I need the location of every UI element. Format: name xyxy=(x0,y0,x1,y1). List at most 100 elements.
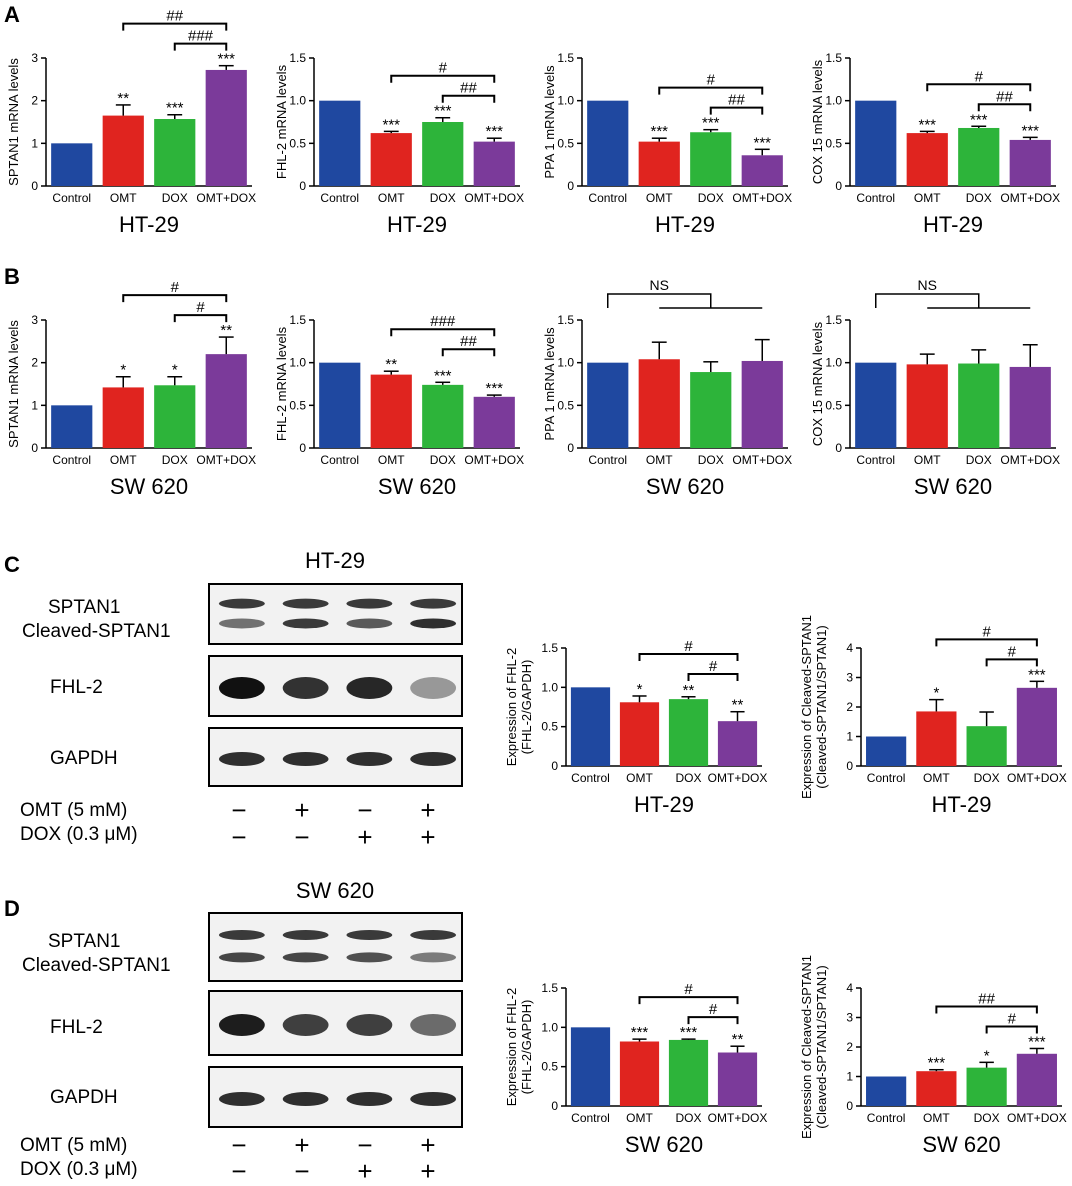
bar-dox xyxy=(422,384,464,448)
bar-dox xyxy=(154,385,196,448)
significance-label: *** xyxy=(970,111,988,128)
y-tick-label: 1 xyxy=(31,136,38,150)
bar-omt xyxy=(619,702,660,766)
bracket-label: # xyxy=(975,68,984,85)
bar-control xyxy=(570,1027,611,1106)
blot-membrane-sptan1 xyxy=(208,583,463,645)
bar-omt xyxy=(916,1071,957,1106)
treatment-label-dox: DOX (0.3 μM) xyxy=(20,1159,138,1180)
blot-row-label-cleaved: Cleaved-SPTAN1 xyxy=(22,621,171,642)
x-tick-label: Control xyxy=(588,191,627,205)
bracket-label: ## xyxy=(460,80,477,97)
significance-label: *** xyxy=(166,100,184,117)
band-cleaved-sptan1 xyxy=(282,952,329,963)
chart-c-fhl2: 0 0.5 1.0 1.5 Expression of FHL-2 (FHL-2/GAPD… xyxy=(504,638,767,817)
band-cleaved-sptan1 xyxy=(346,952,393,963)
x-tick-label: DOX xyxy=(698,191,724,205)
band-gapdh xyxy=(218,1092,265,1106)
sign-dox-2: − xyxy=(294,822,310,852)
x-tick-label: OMT xyxy=(923,771,950,785)
band-cleaved-sptan1 xyxy=(218,618,265,629)
blot-membrane-gapdh xyxy=(208,1066,463,1128)
bracket-label: # xyxy=(1008,1010,1017,1027)
band-gapdh xyxy=(410,1092,457,1106)
y-axis-label: COX 15 mRNA levels xyxy=(810,321,825,446)
bracket-label: # xyxy=(982,623,991,640)
y-axis-label: Expression of FHL-2 xyxy=(504,648,519,767)
y-tick-label: 0.5 xyxy=(825,136,842,150)
bar-control xyxy=(866,1076,907,1106)
x-tick-label: DOX xyxy=(966,191,992,205)
y-tick-label: 0 xyxy=(846,1099,853,1113)
x-tick-label: OMT xyxy=(110,453,137,467)
bar-omt xyxy=(906,133,948,186)
significance-label: * xyxy=(637,681,643,698)
y-tick-label: 0 xyxy=(31,441,38,455)
significance-bracket xyxy=(390,74,496,83)
sign-omt-2: + xyxy=(294,1130,310,1160)
band-fhl2 xyxy=(218,1014,265,1036)
x-tick-label: DOX xyxy=(974,771,1000,785)
chart-d-cleaved: 0 1 2 3 4 Expression of Cleaved-SPTAN1 (Cleave… xyxy=(799,955,1067,1157)
significance-bracket xyxy=(122,22,228,31)
band-fhl2 xyxy=(282,677,329,699)
x-tick-label: OMT+DOX xyxy=(464,191,524,205)
y-tick-label: 0 xyxy=(835,179,842,193)
y-tick-label: 1.0 xyxy=(289,356,306,370)
bar-combo xyxy=(717,721,758,766)
blot-membrane-fhl2 xyxy=(208,655,463,717)
x-tick-label: Control xyxy=(856,191,895,205)
bracket-label: ## xyxy=(996,88,1013,105)
y-tick-label: 1.5 xyxy=(541,641,558,655)
sign-dox-3: + xyxy=(357,1156,373,1186)
band-sptan1 xyxy=(410,930,457,940)
bar-omt xyxy=(638,141,680,186)
band-fhl2 xyxy=(346,1014,393,1036)
bar-control xyxy=(51,405,93,448)
significance-label: *** xyxy=(485,123,503,140)
significance-label: * xyxy=(172,362,178,379)
bar-combo xyxy=(205,69,247,186)
sign-dox-4: + xyxy=(420,822,436,852)
bar-omt xyxy=(916,711,957,766)
significance-bracket xyxy=(173,42,228,51)
significance-bracket xyxy=(122,294,228,303)
chart-a1: 0 1 2 3 SPTAN1 mRNA levels Control ** OMT *** DOX… xyxy=(6,8,256,237)
y-tick-label: 1.0 xyxy=(825,94,842,108)
bar-dox xyxy=(154,119,196,186)
bracket-label: # xyxy=(684,638,693,655)
y-tick-label: 1.5 xyxy=(289,313,306,327)
x-tick-label: DOX xyxy=(162,453,188,467)
significance-label: * xyxy=(933,685,939,702)
bar-control xyxy=(319,100,361,186)
chart-d-fhl2: 0 0.5 1.0 1.5 Expression of FHL-2 (FHL-2/GAPD… xyxy=(504,981,768,1157)
y-tick-label: 0.5 xyxy=(825,398,842,412)
bracket-label: ### xyxy=(430,313,456,330)
y-tick-label: 1.0 xyxy=(557,356,574,370)
bar-combo xyxy=(1016,687,1057,766)
y-axis-label: Expression of Cleaved-SPTAN1 xyxy=(799,955,814,1139)
bar-omt xyxy=(906,364,948,448)
y-tick-label: 3 xyxy=(846,671,853,685)
y-tick-label: 2 xyxy=(31,94,38,108)
sign-omt-3: − xyxy=(357,795,373,825)
band-cleaved-sptan1 xyxy=(218,952,265,963)
y-tick-label: 0 xyxy=(835,441,842,455)
y-axis-label: PPA 1 mRNA levels xyxy=(542,327,557,441)
blot-row-label-fhl2: FHL-2 xyxy=(50,1017,103,1038)
x-tick-label: OMT+DOX xyxy=(1000,191,1060,205)
significance-label: *** xyxy=(1028,1033,1046,1050)
blot-title: HT-29 xyxy=(305,548,365,573)
significance-bracket xyxy=(173,314,228,323)
significance-label: *** xyxy=(382,116,400,133)
x-tick-label: OMT+DOX xyxy=(708,1111,768,1125)
significance-label: *** xyxy=(1021,122,1039,139)
x-tick-label: DOX xyxy=(698,453,724,467)
x-tick-label: OMT+DOX xyxy=(464,453,524,467)
bar-combo xyxy=(205,354,247,448)
bar-dox xyxy=(422,122,464,186)
bar-combo xyxy=(1009,139,1051,186)
y-axis-label-secondary: (Cleaved-SPTAN1/SPTAN1) xyxy=(814,965,829,1129)
bar-combo xyxy=(741,360,783,448)
